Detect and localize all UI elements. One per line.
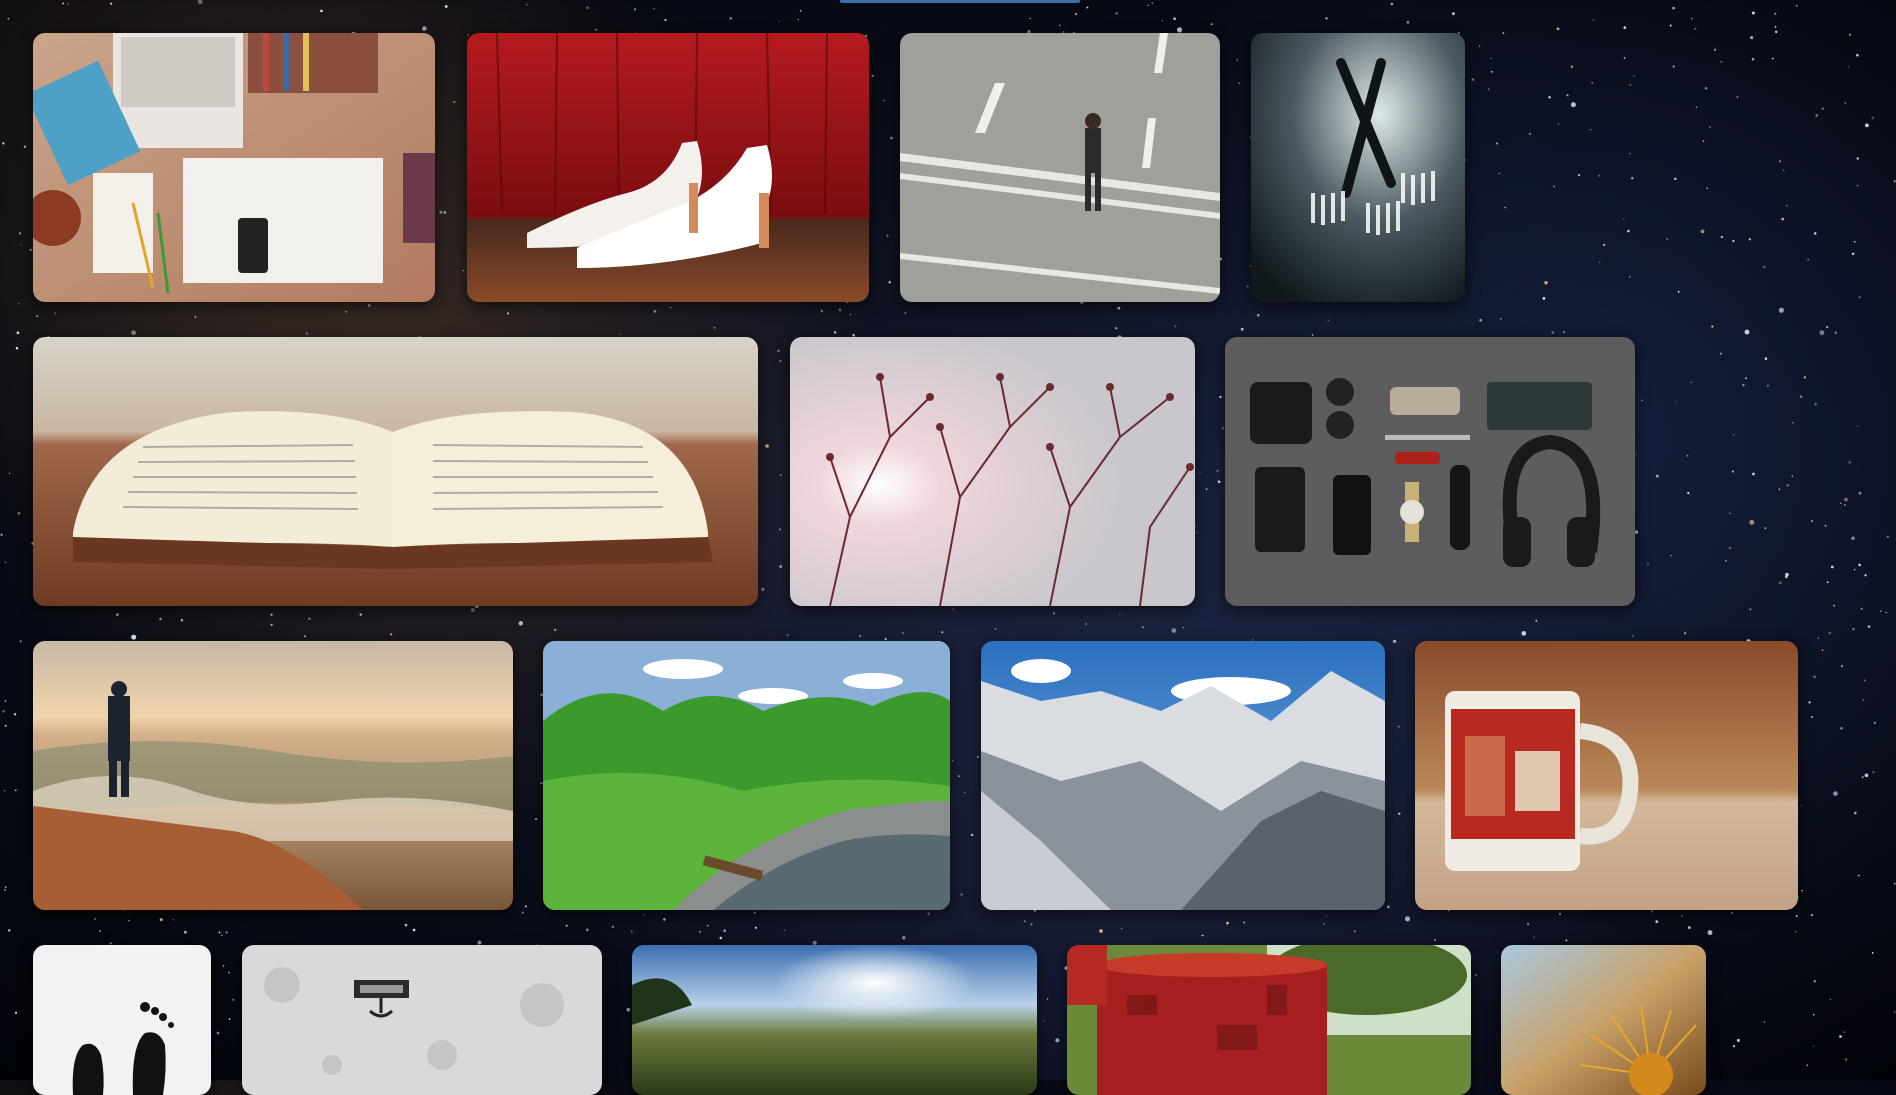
flatlay-essentials-photo: [1225, 337, 1635, 606]
photo-tile-meadow[interactable]: [632, 945, 1037, 1095]
photo-tile-wall[interactable]: [242, 945, 602, 1095]
photo-tile-barrel[interactable]: [1067, 945, 1471, 1095]
photo-tile-heels[interactable]: [467, 33, 869, 302]
tree-branches-photo: [790, 337, 1195, 606]
photo-tile-road[interactable]: [900, 33, 1220, 302]
photo-tile-mug[interactable]: [1415, 641, 1798, 910]
photo-tile-plant[interactable]: [1501, 945, 1706, 1095]
feet-silhouette-photo: [33, 945, 211, 1095]
photo-tile-forest[interactable]: [543, 641, 950, 910]
photo-tile-seashore[interactable]: [33, 641, 513, 910]
photo-tile-essentials[interactable]: [1225, 337, 1635, 606]
vintage-mug-photo: [1415, 641, 1798, 910]
open-book-photo: [33, 337, 758, 606]
white-wall-plaque-photo: [242, 945, 602, 1095]
snowy-mountains-photo: [981, 641, 1385, 910]
man-walking-road-photo: [900, 33, 1220, 302]
photo-tile-branches[interactable]: [790, 337, 1195, 606]
white-heels-photo: [467, 33, 869, 302]
photo-tile-workspace[interactable]: [33, 33, 435, 302]
spiky-plant-photo: [1501, 945, 1706, 1095]
top-indicator: [840, 0, 1080, 3]
workspace-desk-photo: [33, 33, 435, 302]
photo-tile-feet[interactable]: [33, 945, 211, 1095]
forks-photo: [1251, 33, 1465, 302]
red-rusty-barrel-photo: [1067, 945, 1471, 1095]
green-forest-river-photo: [543, 641, 950, 910]
photo-tile-book[interactable]: [33, 337, 758, 606]
photo-tile-mountains[interactable]: [981, 641, 1385, 910]
photo-tile-forks[interactable]: [1251, 33, 1465, 302]
meadow-sunlight-photo: [632, 945, 1037, 1095]
man-by-sea-photo: [33, 641, 513, 910]
